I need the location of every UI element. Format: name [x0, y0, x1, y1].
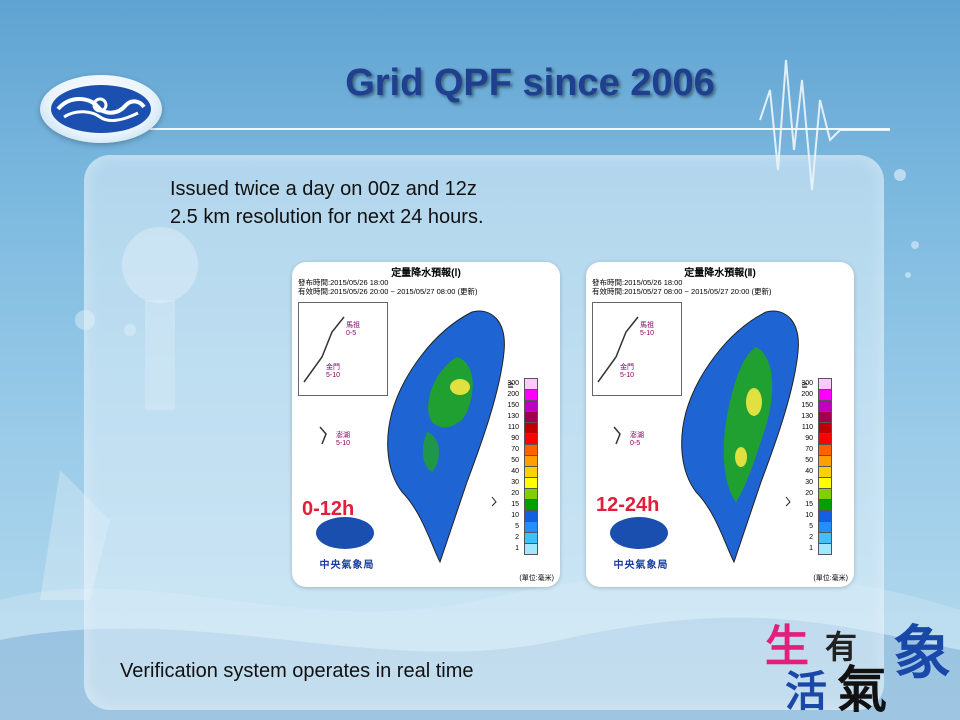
- legend-swatch: 70: [805, 444, 832, 455]
- legend-swatch: 200: [801, 389, 832, 400]
- map-title: 定量降水預報(Ⅱ): [684, 268, 756, 279]
- legend-unit: (單位:毫米): [519, 575, 554, 582]
- slide-title: Grid QPF since 2006: [345, 62, 715, 104]
- map-title: 定量降水預報(Ⅰ): [391, 268, 461, 279]
- legend-swatch: 130: [507, 411, 538, 422]
- slogan-char: 象: [893, 619, 952, 687]
- org-name: 中央氣象局: [613, 560, 669, 571]
- legend-swatch: 20: [805, 488, 832, 499]
- legend-swatch: 1: [809, 543, 832, 555]
- legend-swatch: 30: [805, 477, 832, 488]
- header-divider: [150, 128, 890, 130]
- bullet-resolution: 2.5 km resolution for next 24 hours.: [170, 206, 484, 228]
- slogan-char: 生: [765, 621, 809, 672]
- legend-swatch: 90: [511, 433, 538, 444]
- slogan-char: 活: [785, 667, 828, 716]
- legend-swatch: 110: [802, 422, 832, 433]
- legend-swatch: 5: [809, 521, 832, 532]
- legend-swatch: 2: [515, 532, 538, 543]
- rain-legend: 300 200 150 130 110 90 70 50 40 30 20 15…: [507, 378, 538, 555]
- inset-label-penghu: 澎湖 0-5: [630, 432, 644, 447]
- legend-swatch: 10: [805, 510, 832, 521]
- inset-label-matsu: 馬祖 0-5: [346, 322, 360, 337]
- map-header: 定量降水預報(Ⅱ) 發布時間:2015/05/26 18:00 有效時間:201…: [586, 262, 854, 298]
- legend-swatch: 70: [511, 444, 538, 455]
- footer-note: Verification system operates in real tim…: [120, 660, 474, 682]
- slogan-char: 有: [825, 628, 858, 666]
- cwb-small-logo-icon: [316, 517, 374, 549]
- legend-ge-symbol: ≧: [507, 380, 514, 389]
- legend-swatch: 5: [515, 521, 538, 532]
- map-issue-time: 發布時間:2015/05/26 18:00: [592, 278, 683, 287]
- islands-inset: [592, 302, 682, 396]
- logo-emblem-icon: [51, 85, 151, 133]
- org-name: 中央氣象局: [319, 560, 375, 571]
- legend-swatch: 200: [507, 389, 538, 400]
- legend-swatch: 150: [507, 400, 538, 411]
- map-valid-time: 有效時間:2015/05/27 08:00 ~ 2015/05/27 20:00…: [592, 287, 772, 296]
- legend-swatch: 20: [511, 488, 538, 499]
- rain-legend: 300 200 150 130 110 90 70 50 40 30 20 15…: [801, 378, 832, 555]
- taiwan-rain-map: [597, 310, 799, 564]
- legend-swatch: 10: [511, 510, 538, 521]
- inset-label-penghu: 澎湖 5-10: [336, 432, 351, 447]
- legend-swatch: 40: [805, 466, 832, 477]
- legend-swatch: 15: [511, 499, 538, 510]
- legend-swatch: 1: [515, 543, 538, 555]
- cwb-small-logo-icon: [610, 517, 668, 549]
- legend-swatch: 300: [507, 378, 538, 389]
- legend-swatch: 15: [805, 499, 832, 510]
- bullet-issue-frequency: Issued twice a day on 00z and 12z: [170, 178, 477, 200]
- slogan-char: 氣: [837, 660, 887, 719]
- legend-swatch: 150: [801, 400, 832, 411]
- cwb-logo: [40, 75, 162, 143]
- inset-label-kinmen: 金門 5-10: [326, 364, 341, 379]
- inset-label-matsu: 馬祖 5-10: [640, 322, 655, 337]
- taiwan-rain-map: [303, 310, 505, 564]
- legend-swatch: 30: [511, 477, 538, 488]
- bullet-list: Issued twice a day on 00z and 12z 2.5 km…: [170, 175, 484, 231]
- qpf-map-0-12h: 定量降水預報(Ⅰ) 發布時間:2015/05/26 18:00 有效時間:201…: [292, 262, 560, 587]
- map-issue-time: 發布時間:2015/05/26 18:00: [298, 278, 389, 287]
- legend-swatch: 50: [511, 455, 538, 466]
- period-label: 12-24h: [596, 494, 660, 516]
- legend-swatch: 300: [801, 378, 832, 389]
- legend-swatch: 90: [805, 433, 832, 444]
- map-valid-time: 有效時間:2015/05/26 20:00 ~ 2015/05/27 08:00…: [298, 287, 478, 296]
- legend-swatch: 130: [801, 411, 832, 422]
- legend-swatch: 110: [508, 422, 538, 433]
- islands-inset: [298, 302, 388, 396]
- legend-ge-symbol: ≧: [801, 380, 808, 389]
- legend-swatch: 50: [805, 455, 832, 466]
- legend-swatch: 40: [511, 466, 538, 477]
- inset-label-kinmen: 金門 5-10: [620, 364, 635, 379]
- legend-unit: (單位:毫米): [813, 575, 848, 582]
- map-header: 定量降水預報(Ⅰ) 發布時間:2015/05/26 18:00 有效時間:201…: [292, 262, 560, 298]
- period-label: 0-12h: [302, 498, 355, 520]
- slogan-calligraphy: 生 活 有 氣 象: [765, 600, 955, 719]
- legend-swatch: 2: [809, 532, 832, 543]
- qpf-map-12-24h: 定量降水預報(Ⅱ) 發布時間:2015/05/26 18:00 有效時間:201…: [586, 262, 854, 587]
